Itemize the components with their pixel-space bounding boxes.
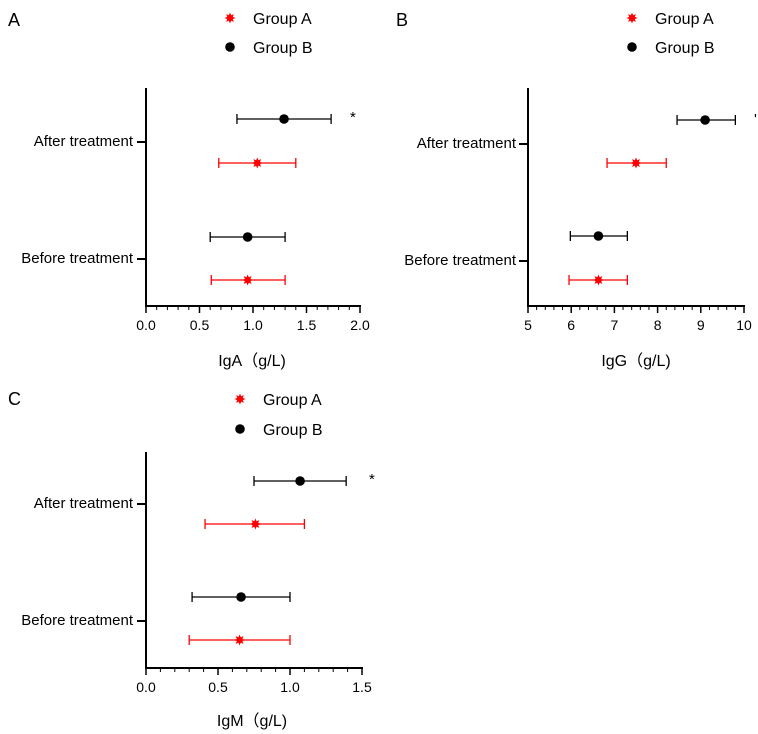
x-tick-label: 0.0 [136,679,156,695]
legend-label: Group A [263,392,322,409]
legend-marker-circle [225,42,235,52]
error-bar-group-b [236,114,332,124]
panel-letter: C [8,389,21,409]
x-tick-label: 8 [654,317,662,333]
legend-label: Group B [253,40,313,57]
star-marker [234,393,246,405]
circle-marker [235,424,245,434]
error-bar-group-b [676,115,737,125]
error-bar-group-a [204,518,306,530]
circle-marker [627,42,637,52]
star-marker [626,12,638,24]
legend: Group A Group B [626,11,715,57]
plot-area: 0.0 0.5 1.0 1.5 [136,452,372,695]
star-marker [249,518,261,530]
x-axis-label: IgA（g/L) [218,352,286,370]
star-marker [234,634,246,646]
y-tick-label: Before treatment [21,612,134,629]
legend-label: Group B [263,422,323,439]
x-tick-label: 9 [697,317,705,333]
legend-label: Group A [253,11,312,28]
error-bar-group-b [191,592,291,602]
x-tick-label: 0.5 [190,317,210,333]
panel-b: B Group A Group B 5 6 7 8 9 10 After treatmen… [396,10,757,370]
error-bar-group-a [218,157,297,169]
circle-marker [236,592,246,602]
legend-marker-circle [627,42,637,52]
y-tick-label: Before treatment [404,252,517,269]
x-tick-label: 1.0 [243,317,263,333]
x-tick-label: 1.0 [280,679,300,695]
error-bar-group-a [568,274,629,286]
annotation-significance: ' [754,111,757,128]
circle-marker [279,114,289,124]
x-axis-label: IgG（g/L) [601,352,670,370]
y-tick-label: After treatment [34,133,134,150]
circle-marker [700,115,710,125]
legend-marker-circle [235,424,245,434]
x-tick-label: 2.0 [350,317,370,333]
circle-marker [295,476,305,486]
panel-letter: B [396,10,408,30]
x-tick-label: 10 [736,317,752,333]
circle-marker [242,232,253,242]
legend-marker-star [626,12,638,24]
x-tick-label: 7 [611,317,619,333]
star-marker [592,274,604,286]
star-marker [242,274,254,286]
error-bar-group-a [606,157,667,169]
legend: Group A Group B [224,11,313,57]
panel-a: A Group A Group B 0.0 0.5 1.0 1.5 2.0 After … [8,10,370,370]
circle-marker [593,231,604,241]
star-marker [630,157,642,169]
x-tick-label: 1.5 [352,679,372,695]
star-marker [251,157,263,169]
star-marker [224,12,236,24]
x-tick-label: 0.0 [136,317,156,333]
error-bar-group-b [253,476,347,486]
y-tick-label: After treatment [34,495,134,512]
y-tick-label: Before treatment [21,250,134,267]
error-bar-group-b [569,231,629,241]
x-tick-label: 5 [524,317,532,333]
plot-area: 0.0 0.5 1.0 1.5 2.0 [136,88,370,333]
circle-marker [225,42,235,52]
legend-label: Group B [655,40,715,57]
x-tick-label: 0.5 [208,679,228,695]
legend-marker-star [224,12,236,24]
annotation-significance: * [369,471,375,488]
error-bar-group-a [210,274,286,286]
legend: Group A Group B [234,392,323,439]
x-tick-label: 6 [567,317,575,333]
legend-marker-star [234,393,246,405]
panel-letter: A [8,10,20,30]
x-axis-label: IgM（g/L) [217,712,287,730]
legend-label: Group A [655,11,714,28]
plot-area: 5 6 7 8 9 10 [519,88,752,333]
panel-c: C Group A Group B 0.0 0.5 1.0 1.5 After tre… [8,389,375,730]
error-bar-group-b [209,232,286,242]
error-bar-group-a [188,634,291,646]
annotation-significance: * [350,109,356,126]
y-tick-label: After treatment [417,135,517,152]
x-tick-label: 1.5 [297,317,317,333]
